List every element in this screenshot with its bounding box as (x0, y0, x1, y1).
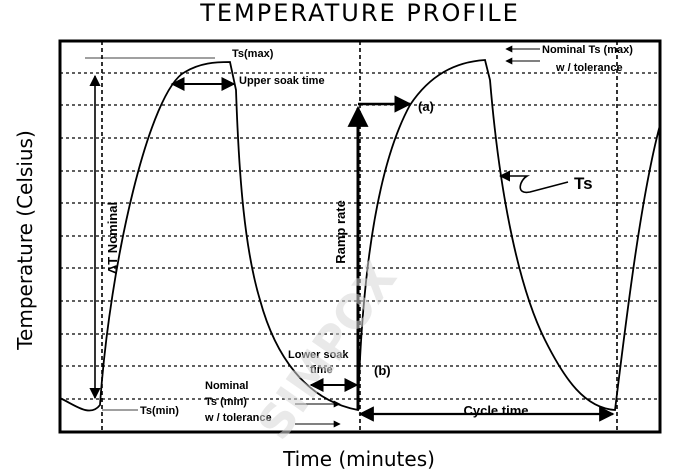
y-axis-title: Temperature (Celsius) (13, 130, 37, 351)
lower-soak-label-2: time (310, 364, 333, 376)
x-axis-title: Time (minutes) (282, 447, 435, 471)
nominal-min-label-2: Ts (min) (205, 396, 247, 408)
upper-soak-label: Upper soak time (239, 75, 325, 87)
watermark: SIMPOX (247, 252, 407, 449)
ts-callout-label: Ts (574, 174, 593, 193)
ramp-rate-label: Ramp rate (333, 200, 348, 264)
nominal-min-label-3: w / tolerance (204, 412, 272, 424)
lower-soak-label-1: Lower soak (288, 349, 349, 361)
nominal-max-label-1: Nominal Ts (max) (542, 44, 633, 56)
ts-min-label: Ts(min) (140, 405, 179, 417)
cycle-time-label: Cycle time (463, 403, 528, 418)
ts-max-label: Ts(max) (232, 48, 274, 60)
nominal-min-label-1: Nominal (205, 380, 248, 392)
nominal-max-label-2: w / tolerance (555, 62, 623, 74)
label-b: (b) (374, 363, 391, 378)
temperature-curve (59, 59, 661, 412)
label-a: (a) (418, 99, 434, 114)
ts-callout-pointer (498, 170, 569, 194)
chart-title: TEMPERATURE PROFILE (199, 0, 520, 27)
delta-t-label: ΔT Nominal (105, 202, 120, 274)
